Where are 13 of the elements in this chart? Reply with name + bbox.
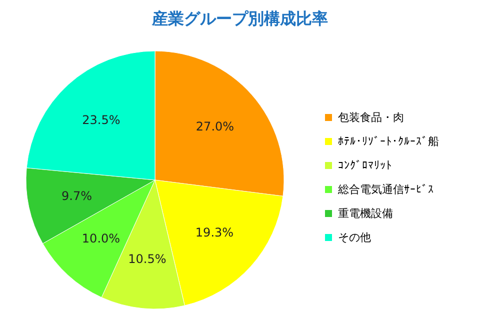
legend-label: 総合電気通信ｻｰﾋﾞｽ [337,183,434,196]
legend-label: ｺﾝｸﾞﾛﾏﾘｯﾄ [338,159,392,172]
data-label: 27.0% [196,119,234,134]
data-label: 9.7% [62,188,92,203]
legend-label: その他 [338,231,371,244]
data-label: 10.5% [128,252,166,266]
chart-title: 産業グループ別構成比率 [151,9,328,28]
data-label: 23.5% [82,113,120,128]
legend-label: 重電機設備 [338,207,393,220]
data-label: 10.0% [82,231,120,246]
data-label: 19.3% [195,226,234,240]
legend-label: ﾎﾃﾙ･ﾘｿﾞｰﾄ･ｸﾙｰｽﾞ船 [338,135,439,148]
legend-label: 包装食品・肉 [338,111,404,124]
